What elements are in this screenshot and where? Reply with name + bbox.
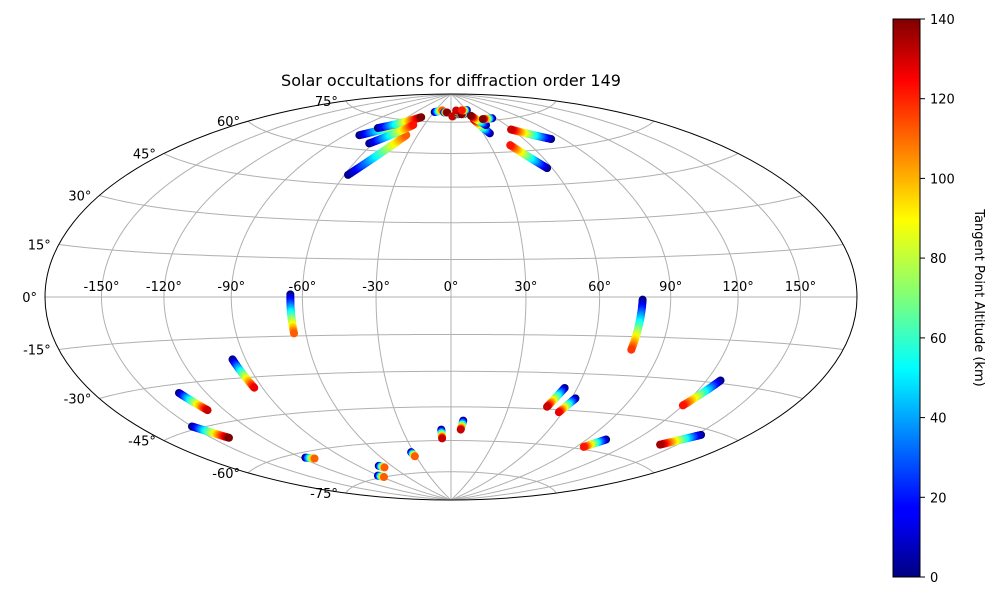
latitude-tick-label: -75° xyxy=(310,487,338,502)
data-point xyxy=(554,408,563,417)
colorbar-tick-label: 20 xyxy=(930,491,947,506)
data-point xyxy=(410,452,419,461)
parallel-gridline xyxy=(58,243,844,261)
occultation-track xyxy=(506,141,552,173)
longitude-tick-label: -60° xyxy=(289,280,317,295)
chart-title: Solar occultations for diffraction order… xyxy=(281,71,621,90)
parallel-gridline xyxy=(163,406,739,441)
occultation-tracks xyxy=(174,106,725,482)
colorbar-tick-label: 100 xyxy=(930,172,955,187)
latitude-tick-label: -30° xyxy=(64,393,92,408)
parallel-gridline xyxy=(99,195,803,224)
data-point xyxy=(380,463,389,472)
occultation-track xyxy=(466,111,491,130)
longitude-tick-label: 0° xyxy=(444,280,459,295)
globe-boundary xyxy=(44,93,858,501)
colorbar-tick-label: 60 xyxy=(930,332,947,347)
data-point xyxy=(478,115,487,124)
colorbar-gradient xyxy=(892,18,921,578)
colorbar-tick-label: 0 xyxy=(930,571,938,586)
longitude-tick-label: -90° xyxy=(217,280,245,295)
colorbar-tick-label: 80 xyxy=(930,252,947,267)
occultation-track xyxy=(228,355,259,392)
data-point xyxy=(543,402,552,411)
occultation-track xyxy=(478,114,497,124)
occultation-track xyxy=(407,448,419,461)
longitude-tick-label: 90° xyxy=(659,280,682,295)
occultation-track xyxy=(437,425,447,443)
occultation-track xyxy=(301,453,319,463)
latitude-tick-label: -15° xyxy=(23,344,51,359)
colorbar-tick-label: 140 xyxy=(930,13,955,28)
latitude-tick-label: 75° xyxy=(315,95,338,110)
latitude-tick-label: 60° xyxy=(217,115,240,130)
parallel-gridline xyxy=(345,100,557,123)
parallel-gridline xyxy=(345,471,557,494)
longitude-tick-label: 150° xyxy=(785,280,816,295)
occultation-track xyxy=(457,106,471,115)
data-point xyxy=(457,106,466,115)
occultation-track xyxy=(627,295,647,354)
parallel-gridline xyxy=(99,370,803,399)
longitude-tick-label: 120° xyxy=(722,280,753,295)
data-point xyxy=(290,329,299,338)
data-point xyxy=(456,425,465,434)
parallel-gridline xyxy=(163,153,739,188)
data-point xyxy=(506,141,515,150)
occultation-track xyxy=(374,461,389,472)
occultation-track xyxy=(579,435,611,451)
colorbar-label: Tangent Point Altitude (km) xyxy=(971,208,986,386)
data-point xyxy=(250,383,259,392)
occultation-track xyxy=(656,430,706,449)
occultation-track xyxy=(507,125,556,143)
longitude-tick-label: 60° xyxy=(588,280,611,295)
occultation-track xyxy=(365,120,418,148)
data-point xyxy=(310,454,319,463)
data-point xyxy=(678,401,687,410)
longitude-tick-label: -150° xyxy=(83,280,119,295)
colorbar-tick-label: 120 xyxy=(930,93,955,108)
colorbar: 0 20 40 60 80 100 120 140 Tangent Point Altitud… xyxy=(892,13,986,586)
occultation-track xyxy=(543,383,569,411)
data-point xyxy=(438,434,447,443)
latitude-tick-labels: -75° -60° -45° -30° -15° 0° 15° 30° 45° 60° 75° xyxy=(22,95,338,502)
latitude-tick-label: 0° xyxy=(22,291,37,306)
longitude-tick-label: 30° xyxy=(514,280,537,295)
data-point xyxy=(656,440,665,449)
longitude-tick-label: -120° xyxy=(146,280,182,295)
latitude-tick-label: -45° xyxy=(128,435,156,450)
occultation-track xyxy=(678,376,725,410)
longitude-tick-label: -30° xyxy=(362,280,390,295)
longitude-tick-labels: -150° -120° -90° -60° -30° 0° 30° 60° 90° 120° 150… xyxy=(83,280,816,295)
data-point xyxy=(379,473,388,482)
occultation-track xyxy=(554,394,580,417)
data-point xyxy=(466,111,475,120)
data-point xyxy=(224,433,233,442)
occultation-track xyxy=(187,422,233,442)
data-point xyxy=(627,345,636,354)
parallel-gridline xyxy=(58,333,844,351)
latitude-tick-label: 15° xyxy=(28,239,51,254)
colorbar-ticks: 0 20 40 60 80 100 120 140 xyxy=(920,13,955,586)
data-point xyxy=(579,442,588,451)
data-point xyxy=(409,120,418,129)
graticule xyxy=(45,94,857,500)
colorbar-tick-label: 40 xyxy=(930,412,947,427)
data-point xyxy=(417,113,426,122)
parallel-gridline xyxy=(247,440,655,474)
occultation-track xyxy=(344,131,411,179)
occultation-track xyxy=(174,388,212,415)
occultation-track xyxy=(456,416,468,434)
occultation-track xyxy=(373,471,388,482)
occultation-track xyxy=(286,290,299,338)
latitude-tick-label: 45° xyxy=(133,148,156,163)
latitude-tick-label: -60° xyxy=(212,467,240,482)
data-point xyxy=(203,406,212,415)
data-point xyxy=(507,125,516,134)
parallel-gridline xyxy=(247,120,655,154)
latitude-tick-label: 30° xyxy=(68,190,91,205)
